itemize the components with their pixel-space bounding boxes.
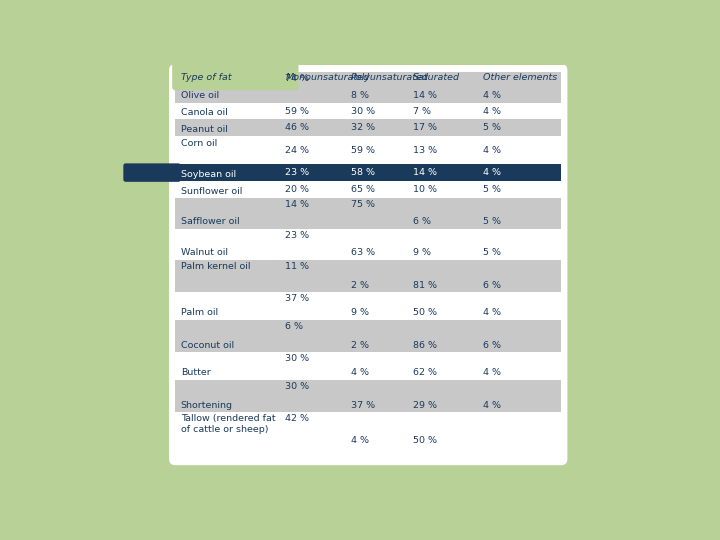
Text: Palm kernel oil: Palm kernel oil <box>181 262 250 271</box>
Bar <box>175 164 561 181</box>
Text: Olive oil: Olive oil <box>181 91 219 100</box>
Text: 58 %: 58 % <box>351 168 375 177</box>
Text: 17 %: 17 % <box>413 124 437 132</box>
Bar <box>175 119 561 137</box>
Text: 4 %: 4 % <box>483 401 501 410</box>
Text: 32 %: 32 % <box>351 124 375 132</box>
Text: 74 %: 74 % <box>285 74 310 83</box>
Bar <box>175 137 561 164</box>
Text: 4 %: 4 % <box>483 368 501 377</box>
Bar <box>175 292 561 320</box>
Text: 4 %: 4 % <box>351 368 369 377</box>
Text: Peanut oil: Peanut oil <box>181 125 228 134</box>
Text: 24 %: 24 % <box>285 146 310 155</box>
Text: Corn oil: Corn oil <box>181 139 217 148</box>
Bar <box>175 198 561 229</box>
Text: 6 %: 6 % <box>483 341 501 350</box>
Text: Sunflower oil: Sunflower oil <box>181 187 242 195</box>
Text: 5 %: 5 % <box>483 248 501 257</box>
Text: Type of fat: Type of fat <box>181 72 231 82</box>
Text: 75 %: 75 % <box>351 200 375 210</box>
FancyBboxPatch shape <box>169 64 567 465</box>
Text: 11 %: 11 % <box>285 262 310 271</box>
Text: 7 %: 7 % <box>413 106 431 116</box>
Text: Palm oil: Palm oil <box>181 308 218 318</box>
Text: 50 %: 50 % <box>413 436 437 445</box>
Text: Saturated: Saturated <box>413 72 460 82</box>
Bar <box>175 352 561 380</box>
Text: 30 %: 30 % <box>351 106 375 116</box>
Text: 5 %: 5 % <box>483 185 501 194</box>
Text: 23 %: 23 % <box>285 168 310 177</box>
Text: 6 %: 6 % <box>483 281 501 289</box>
Text: 4 %: 4 % <box>483 168 501 177</box>
Text: Canola oil: Canola oil <box>181 108 228 117</box>
Text: 10 %: 10 % <box>413 185 437 194</box>
Text: 4 %: 4 % <box>483 146 501 155</box>
Bar <box>175 412 561 448</box>
Text: 86 %: 86 % <box>413 341 437 350</box>
Bar <box>175 260 561 292</box>
Text: 13 %: 13 % <box>413 146 437 155</box>
Text: 42 %: 42 % <box>285 414 310 423</box>
Text: Safflower oil: Safflower oil <box>181 218 239 226</box>
Text: 23 %: 23 % <box>285 231 310 240</box>
Text: 4 %: 4 % <box>351 436 369 445</box>
Text: Walnut oil: Walnut oil <box>181 248 228 257</box>
Text: 37 %: 37 % <box>285 294 310 303</box>
Text: 30 %: 30 % <box>285 382 310 391</box>
Text: 4 %: 4 % <box>483 91 501 100</box>
Text: 14 %: 14 % <box>413 168 437 177</box>
Text: 2 %: 2 % <box>351 281 369 289</box>
Bar <box>175 229 561 260</box>
Text: 2 %: 2 % <box>351 341 369 350</box>
Bar <box>175 181 561 198</box>
Text: 14 %: 14 % <box>285 200 310 210</box>
Bar <box>175 103 561 119</box>
Text: 4 %: 4 % <box>483 308 501 318</box>
Text: 6 %: 6 % <box>413 218 431 226</box>
Text: 59 %: 59 % <box>285 106 310 116</box>
Text: 50 %: 50 % <box>413 308 437 318</box>
FancyBboxPatch shape <box>123 164 181 182</box>
Text: 46 %: 46 % <box>285 124 310 132</box>
Text: Polyunsaturated: Polyunsaturated <box>351 72 429 82</box>
Text: 4 %: 4 % <box>483 106 501 116</box>
Text: 9 %: 9 % <box>351 308 369 318</box>
Text: 65 %: 65 % <box>351 185 375 194</box>
FancyBboxPatch shape <box>172 61 299 90</box>
Text: 8 %: 8 % <box>351 91 369 100</box>
Text: Other elements: Other elements <box>483 72 557 82</box>
Text: 5 %: 5 % <box>483 124 501 132</box>
Text: 37 %: 37 % <box>351 401 375 410</box>
Text: Tallow (rendered fat
of cattle or sheep): Tallow (rendered fat of cattle or sheep) <box>181 414 275 434</box>
Text: 20 %: 20 % <box>285 185 310 194</box>
Text: Shortening: Shortening <box>181 401 233 410</box>
Bar <box>175 380 561 412</box>
Text: 6 %: 6 % <box>285 322 303 331</box>
Text: 30 %: 30 % <box>285 354 310 363</box>
Text: Coconut oil: Coconut oil <box>181 341 234 350</box>
Text: 5 %: 5 % <box>483 218 501 226</box>
Text: 63 %: 63 % <box>351 248 375 257</box>
Text: 81 %: 81 % <box>413 281 437 289</box>
Text: Butter: Butter <box>181 368 210 377</box>
Text: 9 %: 9 % <box>413 248 431 257</box>
Text: 59 %: 59 % <box>351 146 375 155</box>
Text: 62 %: 62 % <box>413 368 437 377</box>
Bar <box>175 72 561 103</box>
Text: Monounsaturated: Monounsaturated <box>285 72 369 82</box>
Bar <box>175 320 561 352</box>
Text: Soybean oil: Soybean oil <box>181 170 236 179</box>
Text: 14 %: 14 % <box>413 91 437 100</box>
Text: 29 %: 29 % <box>413 401 437 410</box>
